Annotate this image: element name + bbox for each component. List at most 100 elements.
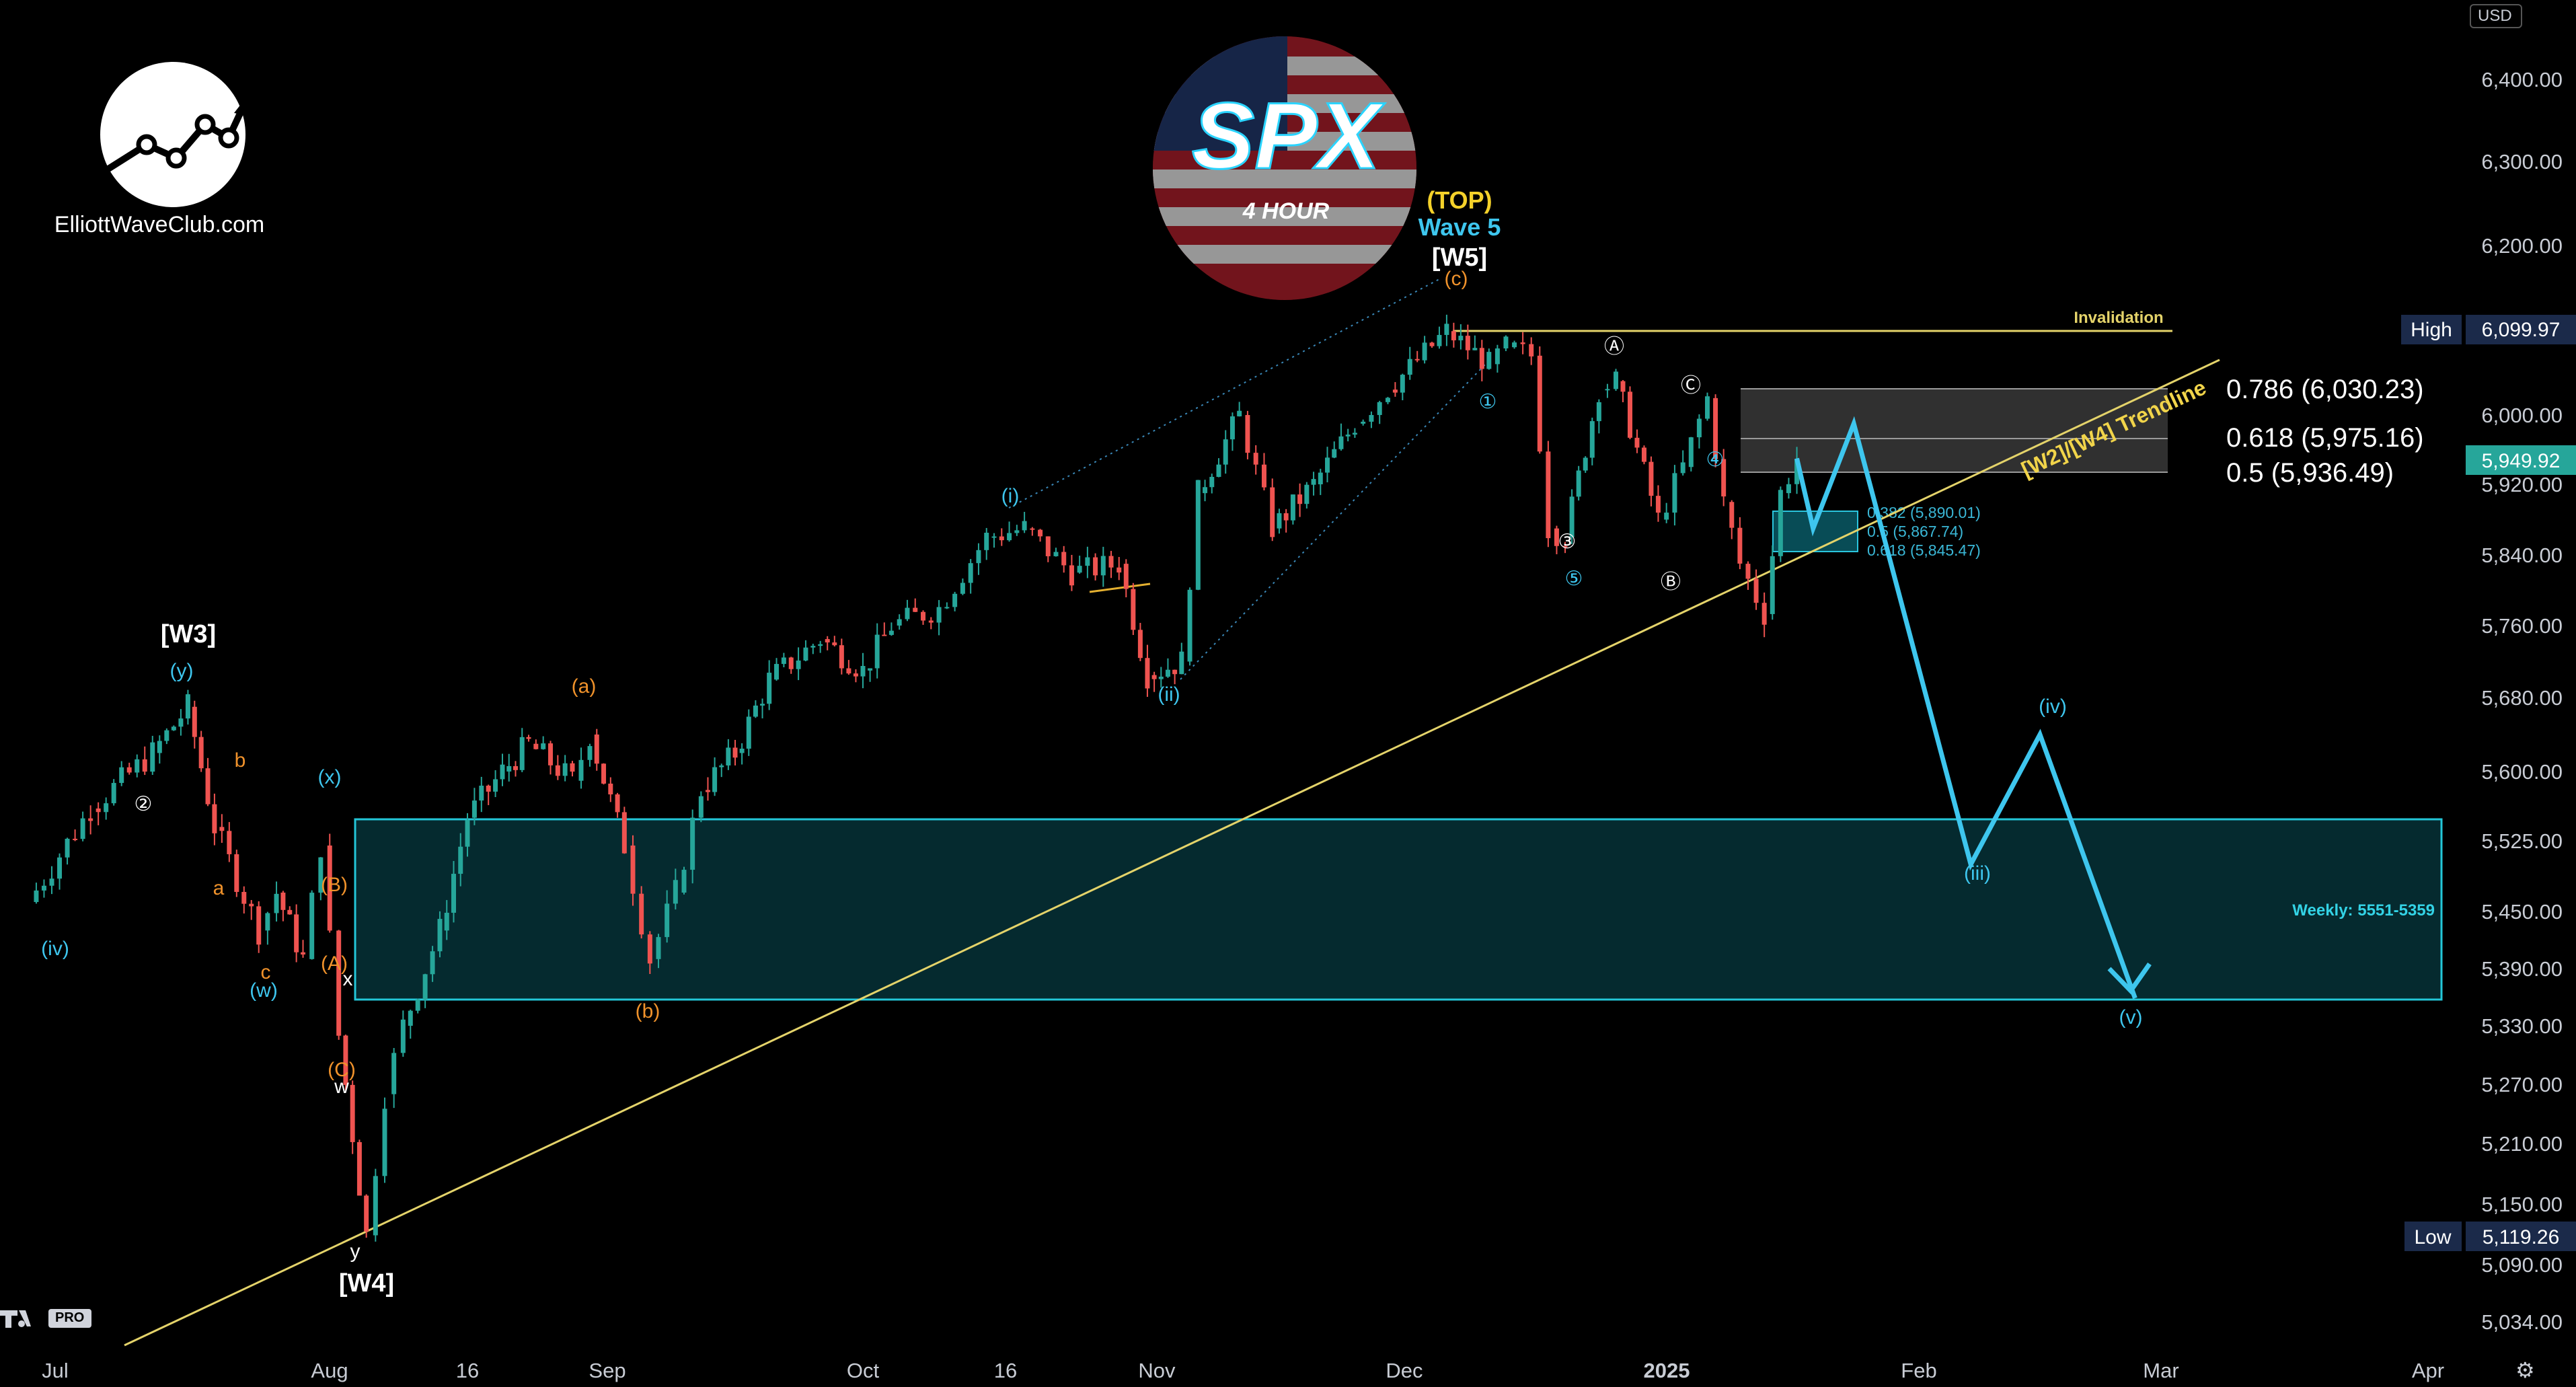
candle-body <box>1116 567 1122 573</box>
wave-label: (w) <box>250 979 278 1002</box>
price-tick-label: 6,300.00 <box>2481 150 2563 174</box>
candle-body <box>198 737 204 769</box>
spx-flag-badge: SPX 4 HOUR <box>1153 36 1416 300</box>
candle-body <box>1297 494 1303 504</box>
candle-body <box>1753 578 1759 603</box>
projection-arrowhead <box>2107 962 2152 995</box>
price-tick-label: 5,330.00 <box>2481 1014 2563 1038</box>
candle-body <box>164 730 169 741</box>
candle-body <box>1546 451 1551 539</box>
candle-body <box>984 532 989 550</box>
candle-body <box>88 818 93 821</box>
time-tick-label: Sep <box>589 1359 626 1382</box>
candle-body <box>1077 566 1082 573</box>
last-price-tag: 5,949.92 <box>2466 445 2576 475</box>
weekly-zone <box>354 818 2443 1001</box>
candle-body <box>1422 342 1427 361</box>
candle-body <box>142 759 147 772</box>
candle-body <box>541 743 546 749</box>
candle-body <box>562 763 568 776</box>
candle-body <box>73 838 78 840</box>
candle-body <box>905 607 910 620</box>
candle-body <box>265 913 270 931</box>
candle-body <box>126 767 132 773</box>
time-axis[interactable]: Jul Aug 16 Sep Oct 16 Nov Dec 2025 Feb Mar Apr <box>42 1359 2444 1382</box>
candle-body <box>846 668 851 674</box>
candle-body <box>458 846 463 874</box>
wave-label: (v) <box>2119 1006 2143 1028</box>
candle-body <box>408 1010 413 1026</box>
candle-body <box>1253 453 1258 465</box>
candle-body <box>936 607 942 623</box>
settings-gear-icon[interactable]: ⚙ <box>2515 1358 2535 1382</box>
candle-body <box>1458 336 1464 340</box>
candle-body <box>1245 415 1250 453</box>
candle-body <box>860 666 866 677</box>
candle-body <box>150 742 155 772</box>
price-tick-label: 5,090.00 <box>2481 1253 2563 1277</box>
candle-body <box>630 846 636 894</box>
candle-body <box>506 765 512 772</box>
candle-body <box>444 912 449 931</box>
price-tick-label: 6,400.00 <box>2481 68 2563 91</box>
candle-body <box>746 716 751 749</box>
candle-body <box>1014 530 1020 533</box>
w3-label: [W3] <box>161 620 216 648</box>
candle-body <box>318 857 324 893</box>
candle-body <box>336 930 342 1036</box>
candle-body <box>781 657 786 665</box>
wave-label: ② <box>135 793 153 815</box>
candle-body <box>294 914 299 952</box>
candle-body <box>1290 494 1295 521</box>
fib-786-label: 0.786 (6,030.23) <box>2226 375 2424 404</box>
candle-body <box>400 1019 406 1053</box>
projection-path <box>1794 416 2137 1000</box>
candle-body <box>960 583 965 594</box>
site-name: ElliottWaveClub.com <box>54 212 264 237</box>
candle-body <box>897 619 902 626</box>
candle-body <box>391 1053 397 1094</box>
candle-body <box>1030 528 1035 530</box>
wave-label: Ⓒ <box>1681 375 1701 397</box>
candle-body <box>1229 416 1235 440</box>
candle-body <box>227 831 232 854</box>
candle-body <box>526 737 531 739</box>
candle-body <box>1069 565 1074 586</box>
candle-body <box>451 874 456 913</box>
candle-body <box>548 743 553 765</box>
candle-body <box>1061 552 1067 566</box>
candle-body <box>928 620 934 623</box>
wave-label: (iii) <box>1964 862 1991 885</box>
elliottwaveclub-logo <box>99 62 249 207</box>
candle-body <box>1605 389 1610 391</box>
candle-body <box>493 779 498 792</box>
candle-body <box>1392 389 1398 393</box>
candle-body <box>1158 676 1164 679</box>
candle-body <box>882 634 887 636</box>
w2-w4-trendline <box>124 359 2220 1347</box>
candle-body <box>874 634 880 669</box>
candle-body <box>519 737 525 770</box>
candle-body <box>1093 557 1098 576</box>
candle-body <box>810 646 816 648</box>
low-tag-value: 5,119.26 <box>2483 1226 2560 1248</box>
candle-body <box>1361 421 1366 424</box>
currency-selector[interactable]: USD <box>2470 4 2522 28</box>
candle-body <box>999 536 1004 541</box>
candle-body <box>111 782 116 804</box>
candle-body <box>1554 528 1559 546</box>
price-tick-label: 6,000.00 <box>2481 404 2563 427</box>
candle-body <box>1108 556 1114 568</box>
tradingview-logo[interactable]: PRO <box>0 1306 94 1330</box>
time-tick-label: Dec <box>1386 1359 1423 1382</box>
candle-body <box>665 903 670 938</box>
price-tick-label: 6,200.00 <box>2481 234 2563 258</box>
candle-body <box>1596 402 1601 422</box>
candle-body <box>767 673 772 704</box>
candle-body <box>1503 336 1509 348</box>
price-axis[interactable]: 6,400.00 6,300.00 6,200.00 6,000.00 5,920.00… <box>2481 68 2563 1334</box>
candle-body <box>1195 480 1201 590</box>
candle-body <box>41 885 46 891</box>
candle-body <box>1641 447 1646 462</box>
